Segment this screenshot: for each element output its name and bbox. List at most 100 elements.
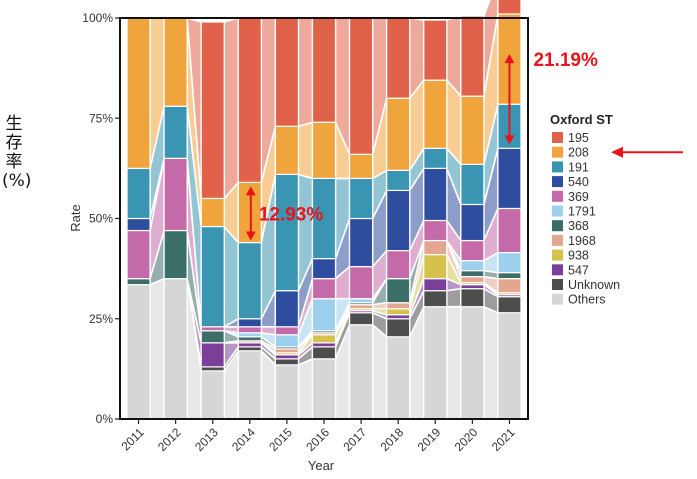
flow-band-369 bbox=[223, 325, 240, 334]
x-tick-label: 2016 bbox=[303, 425, 332, 454]
bar-segment-368 bbox=[497, 272, 522, 280]
bar-segment-195 bbox=[423, 19, 448, 81]
bar-segment-191 bbox=[274, 173, 300, 292]
bar-segment-547 bbox=[274, 354, 300, 360]
flow-band-191 bbox=[223, 224, 240, 329]
bar-segment-195 bbox=[200, 21, 225, 200]
highlight-arrow-head bbox=[611, 146, 623, 158]
bar-segment-1791 bbox=[348, 298, 374, 304]
bar-segment-unknown bbox=[423, 290, 448, 308]
bar-segment-191 bbox=[386, 169, 411, 192]
bar-segment-547 bbox=[311, 342, 337, 348]
bar-segment-191 bbox=[200, 225, 225, 328]
bar-segment-unknown bbox=[274, 358, 300, 366]
flow-band-369 bbox=[260, 325, 277, 336]
side-label-char: 存 bbox=[5, 133, 23, 153]
bar-segment-191 bbox=[126, 167, 151, 220]
legend-swatch-547 bbox=[552, 264, 563, 276]
bar-segment-369 bbox=[163, 157, 188, 232]
bar-segment-others bbox=[497, 312, 522, 420]
legend-label-195: 195 bbox=[568, 131, 589, 145]
legend-swatch-191 bbox=[552, 161, 563, 173]
bar-segment-1968 bbox=[348, 304, 374, 310]
y-axis: 0% 25% 50% 75% 100% bbox=[82, 11, 120, 426]
bar-segment-195 bbox=[311, 17, 337, 123]
bar-segment-195 bbox=[386, 17, 411, 99]
legend-swatch-unknown bbox=[552, 279, 563, 290]
flow-band-others bbox=[297, 357, 314, 420]
bar-segment-1791 bbox=[460, 260, 485, 272]
bar-segment-208 bbox=[460, 95, 485, 165]
y-tick-label: 25% bbox=[89, 312, 113, 326]
bar-segment-1968 bbox=[460, 276, 485, 284]
bar-segment-1791 bbox=[311, 298, 337, 332]
bar-segment-369 bbox=[423, 219, 448, 242]
flow-band-208 bbox=[297, 121, 314, 180]
bar-segment-547 bbox=[386, 314, 411, 320]
legend-swatch-369 bbox=[552, 190, 563, 202]
legend-label-540: 540 bbox=[568, 175, 589, 189]
x-tick-label: 2012 bbox=[155, 425, 184, 454]
x-tick-label: 2019 bbox=[415, 425, 444, 454]
y-axis-title: Rate bbox=[68, 204, 83, 231]
y-tick-label: 100% bbox=[82, 11, 113, 25]
legend-label-547: 547 bbox=[568, 263, 589, 277]
bar-segment-208 bbox=[200, 197, 225, 228]
x-tick-label: 2021 bbox=[489, 425, 518, 454]
bar-segment-others bbox=[200, 370, 225, 420]
legend-swatch-1791 bbox=[552, 205, 563, 217]
bar-segment-others bbox=[311, 358, 337, 420]
legend-swatch-368 bbox=[552, 220, 563, 232]
legend-swatch-others bbox=[552, 293, 563, 305]
bar-segment-others bbox=[460, 306, 485, 420]
annotation-arrow-head bbox=[504, 54, 515, 64]
bar-segment-369 bbox=[126, 229, 151, 280]
legend-label-369: 369 bbox=[568, 190, 589, 204]
bar-segment-368 bbox=[386, 278, 411, 304]
bar-segment-1791 bbox=[497, 251, 522, 274]
bar-segment-unknown bbox=[348, 312, 374, 326]
bar-segment-unknown bbox=[497, 296, 522, 314]
side-label-char: 生 bbox=[5, 114, 23, 134]
legend-swatch-1968 bbox=[552, 234, 563, 246]
bar-segment-369 bbox=[460, 239, 485, 262]
bar-segment-369 bbox=[200, 326, 225, 332]
bar-segment-540 bbox=[237, 318, 262, 328]
bar-segment-others bbox=[348, 324, 374, 420]
x-tick-label: 2015 bbox=[266, 425, 295, 454]
bar-segment-369 bbox=[386, 249, 411, 280]
bar-segment-369 bbox=[311, 278, 337, 300]
legend-title: Oxford ST bbox=[550, 112, 613, 127]
legend-swatch-195 bbox=[552, 132, 563, 143]
flow-band-others bbox=[483, 305, 499, 420]
bar-segment-208 bbox=[126, 17, 151, 169]
annotation-arrow-head bbox=[504, 135, 515, 145]
x-tick-label: 2011 bbox=[119, 425, 147, 453]
bar-segment-unknown bbox=[460, 288, 485, 308]
x-axis: 2011 2012 2013 2014 2015 2016 2017 2018 2019 2020… bbox=[119, 419, 518, 454]
bar-segment-1968 bbox=[423, 239, 448, 256]
flow-band-195 bbox=[223, 16, 240, 201]
flow-band-others bbox=[149, 277, 165, 420]
bar-segment-540 bbox=[460, 203, 485, 242]
legend-label-938: 938 bbox=[568, 249, 589, 263]
bar-segment-369 bbox=[348, 266, 374, 300]
bar-segment-208 bbox=[274, 125, 300, 175]
bar-segment-others bbox=[126, 284, 151, 420]
bar-segment-unknown bbox=[386, 318, 411, 338]
bar-segment-others bbox=[386, 336, 411, 420]
bar-segment-1791 bbox=[237, 332, 262, 338]
x-tick-label: 2014 bbox=[229, 425, 258, 454]
legend-label-1791: 1791 bbox=[568, 205, 596, 219]
annotation-arrow-head bbox=[245, 186, 256, 196]
legend-label-208: 208 bbox=[568, 146, 589, 160]
bar-segment-369 bbox=[497, 207, 522, 254]
bar-segment-368 bbox=[237, 336, 262, 342]
bar-segment-191 bbox=[237, 241, 262, 320]
flow-band-195 bbox=[297, 17, 314, 128]
bar-segment-208 bbox=[386, 97, 411, 171]
bar-segment-547 bbox=[200, 342, 225, 368]
bar-segment-unknown bbox=[200, 366, 225, 372]
bar-segment-369 bbox=[274, 326, 300, 336]
